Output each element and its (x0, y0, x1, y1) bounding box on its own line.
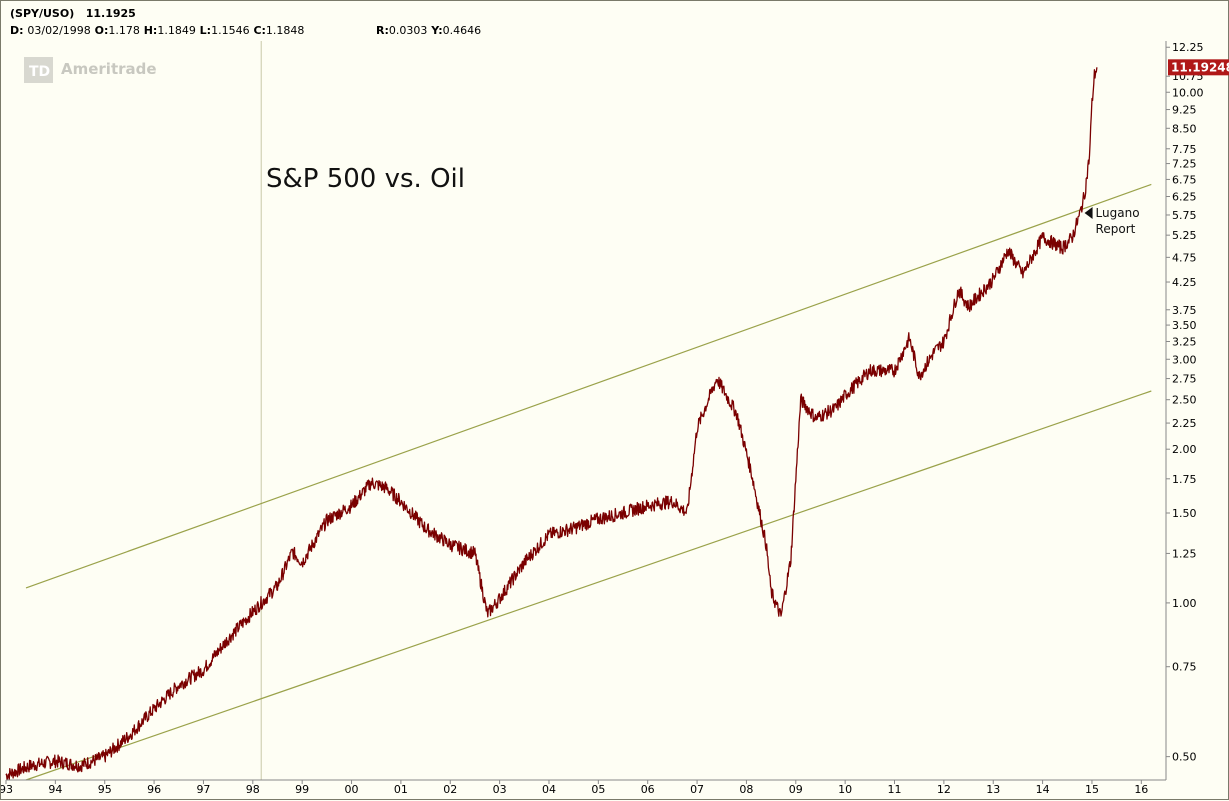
y-tick-label: 2.75 (1172, 373, 1197, 386)
x-tick-label: 15 (1085, 783, 1099, 796)
high-key: H: (143, 24, 158, 37)
header-line-2: D: 03/02/1998 O:1.178 H:1.1849 L:1.1546 … (10, 24, 304, 37)
x-tick-label: 94 (48, 783, 62, 796)
y-tick-label: 6.25 (1172, 190, 1197, 203)
x-tick-label: 01 (394, 783, 408, 796)
open-key: O: (94, 24, 109, 37)
y-tick-label: 2.00 (1172, 443, 1197, 456)
y-tick-label: 1.75 (1172, 473, 1197, 486)
header-ry: R:0.0303 Y:0.4646 (376, 24, 481, 37)
r-key: R: (376, 24, 389, 37)
x-tick-label: 14 (1036, 783, 1050, 796)
close-value: 1.1848 (265, 24, 305, 37)
y-tick-label: 1.50 (1172, 507, 1197, 520)
price-series-line (5, 67, 1098, 781)
x-tick-label: 99 (295, 783, 309, 796)
y-tick-label: 3.25 (1172, 336, 1197, 349)
x-tick-label: 13 (986, 783, 1000, 796)
annotation-text: Lugano (1096, 206, 1140, 220)
x-tick-label: 09 (789, 783, 803, 796)
y-tick-label: 2.50 (1172, 394, 1197, 407)
x-tick-label: 04 (542, 783, 556, 796)
y-tick-label: 0.75 (1172, 661, 1197, 674)
td-logo-mark: TD (29, 64, 50, 80)
x-tick-label: 03 (493, 783, 507, 796)
y-tick-label: 5.75 (1172, 209, 1197, 222)
x-tick-label: 12 (937, 783, 951, 796)
td-logo-box (24, 57, 53, 83)
x-tick-label: 93 (1, 783, 13, 796)
x-tick-label: 00 (345, 783, 359, 796)
x-tick-label: 11 (888, 783, 902, 796)
low-key: L: (199, 24, 212, 37)
y-tick-label: 5.25 (1172, 229, 1197, 242)
annotation-text: Report (1096, 222, 1136, 236)
watermark-logo: TD Ameritrade (24, 57, 157, 83)
x-tick-label: 06 (641, 783, 655, 796)
last-price: 11.1925 (85, 7, 136, 20)
y-tick-label: 4.25 (1172, 276, 1197, 289)
date-key: D: (10, 24, 24, 37)
date-value: 03/02/1998 (27, 24, 91, 37)
y-tick-label: 6.75 (1172, 173, 1197, 186)
y-tick-label: 3.00 (1172, 353, 1197, 366)
chart-title: S&P 500 vs. Oil (266, 164, 465, 194)
last-price-badge (1168, 59, 1229, 76)
y-tick-label: 12.25 (1172, 41, 1204, 54)
channel-line-upper (25, 183, 1152, 589)
channel-line-lower (25, 390, 1152, 781)
x-tick-label: 02 (443, 783, 457, 796)
y-tick-label: 3.50 (1172, 319, 1197, 332)
x-tick-label: 07 (690, 783, 704, 796)
y-tick-label: 3.75 (1172, 304, 1197, 317)
last-price-badge-text: 11.19248 (1171, 60, 1229, 74)
close-key: C: (253, 24, 266, 37)
x-tick-label: 97 (196, 783, 210, 796)
ameritrade-wordmark: Ameritrade (61, 60, 157, 78)
x-tick-label: 08 (739, 783, 753, 796)
y-tick-label: 8.50 (1172, 122, 1197, 135)
x-tick-label: 96 (147, 783, 161, 796)
header-line-1: (SPY/USO) 11.1925 (10, 7, 136, 20)
open-value: 1.178 (108, 24, 140, 37)
r-value: 0.0303 (388, 24, 428, 37)
x-tick-label: 95 (98, 783, 112, 796)
y-tick-label: 2.25 (1172, 417, 1197, 430)
low-value: 1.1546 (211, 24, 250, 37)
y-tick-label: 4.75 (1172, 251, 1197, 264)
y-tick-label: 0.50 (1172, 751, 1197, 764)
x-tick-label: 10 (838, 783, 852, 796)
x-tick-label: 98 (246, 783, 260, 796)
symbol-label: (SPY/USO) (10, 7, 75, 20)
x-tick-label: 16 (1134, 783, 1148, 796)
high-value: 1.1849 (157, 24, 196, 37)
y-tick-label: 1.25 (1172, 547, 1197, 560)
annotation-arrow (1084, 207, 1093, 220)
y-tick-label: 9.25 (1172, 104, 1197, 117)
x-tick-label: 05 (591, 783, 605, 796)
y-tick-label: 7.75 (1172, 143, 1197, 156)
y-tick-label: 10.00 (1172, 86, 1204, 99)
y-key: Y: (431, 24, 443, 37)
y-tick-label: 7.25 (1172, 158, 1197, 171)
y-tick-label: 1.00 (1172, 597, 1197, 610)
y-value: 0.4646 (442, 24, 482, 37)
